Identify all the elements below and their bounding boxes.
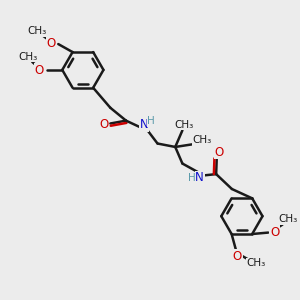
Text: O: O — [99, 118, 109, 131]
Text: CH₃: CH₃ — [192, 135, 212, 146]
Text: CH₃: CH₃ — [279, 214, 298, 224]
Text: CH₃: CH₃ — [174, 120, 194, 130]
Text: O: O — [270, 226, 279, 238]
Text: O: O — [35, 64, 44, 77]
Text: O: O — [46, 37, 56, 50]
Text: O: O — [233, 250, 242, 263]
Text: CH₃: CH₃ — [28, 26, 47, 37]
Text: N: N — [140, 118, 148, 131]
Text: H: H — [188, 173, 196, 183]
Text: H: H — [147, 116, 155, 126]
Text: CH₃: CH₃ — [247, 258, 266, 268]
Text: O: O — [214, 146, 224, 159]
Text: CH₃: CH₃ — [18, 52, 38, 62]
Text: N: N — [195, 171, 204, 184]
